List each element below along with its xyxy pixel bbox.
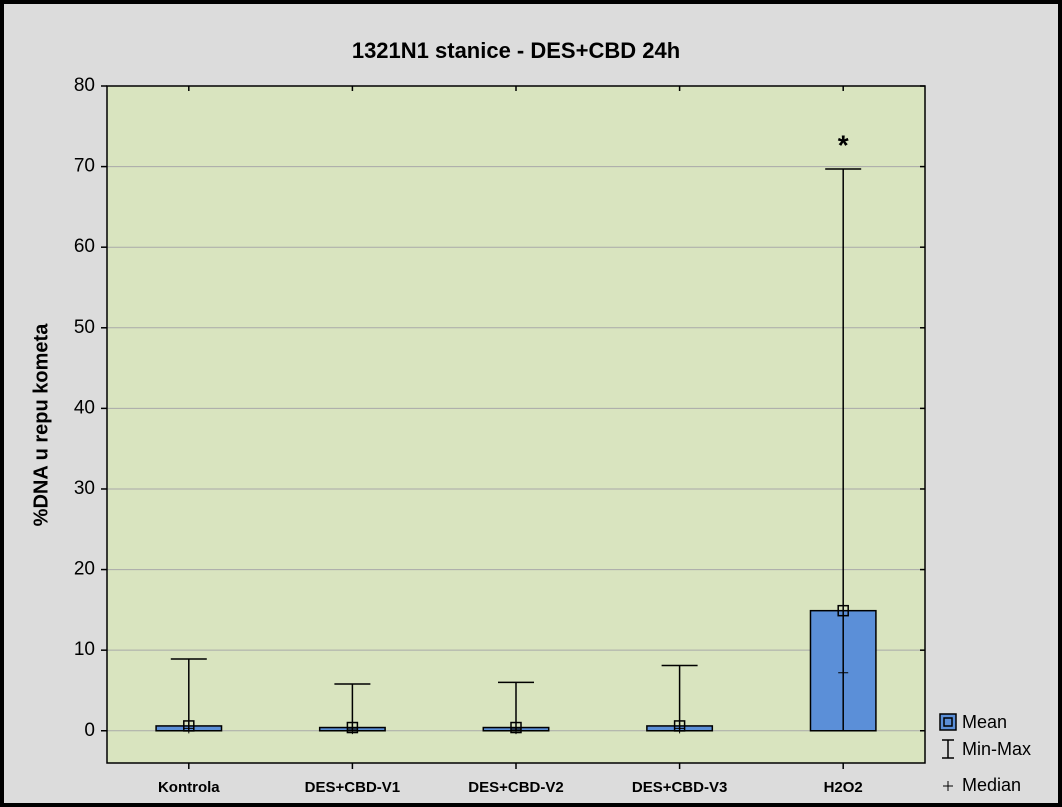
mean-marker xyxy=(837,604,849,617)
y-tick-label: 50 xyxy=(74,317,95,338)
mean-marker xyxy=(346,721,359,734)
y-tick-label: 70 xyxy=(74,156,95,177)
y-tick-label: 10 xyxy=(74,639,95,660)
chart-title: 1321N1 stanice - DES+CBD 24h xyxy=(352,38,680,63)
x-tick-label: Kontrola xyxy=(158,779,220,796)
median-marker xyxy=(838,667,849,678)
y-tick-label: 30 xyxy=(74,478,95,499)
y-tick-label: 0 xyxy=(84,720,95,741)
median-marker xyxy=(183,723,194,734)
mean-marker xyxy=(673,720,686,732)
x-tick-label: DES+CBD-V3 xyxy=(632,779,727,796)
x-tick-label: H2O2 xyxy=(824,779,863,796)
legend-median-icon xyxy=(943,781,953,791)
legend-label: Min-Max xyxy=(962,739,1031,759)
y-tick-label: 60 xyxy=(74,236,95,257)
y-tick-label: 80 xyxy=(74,75,95,96)
y-axis-label: %DNA u repu kometa xyxy=(30,323,52,527)
y-tick-label: 40 xyxy=(74,397,95,418)
plot-area xyxy=(107,86,925,763)
annotation: * xyxy=(838,129,849,160)
x-tick-label: DES+CBD-V1 xyxy=(305,779,400,796)
legend-mean-icon xyxy=(939,713,957,731)
y-tick-label: 20 xyxy=(74,559,95,580)
x-tick-label: DES+CBD-V2 xyxy=(468,779,563,796)
legend-mean-icon-inner xyxy=(943,717,953,727)
median-marker xyxy=(674,723,685,734)
mean-marker xyxy=(183,720,195,732)
legend-label: Mean xyxy=(962,712,1007,732)
plot-border xyxy=(106,85,926,764)
legend-minmax-icon xyxy=(942,739,954,759)
mean-marker xyxy=(510,721,522,734)
legend-label: Median xyxy=(962,775,1021,795)
